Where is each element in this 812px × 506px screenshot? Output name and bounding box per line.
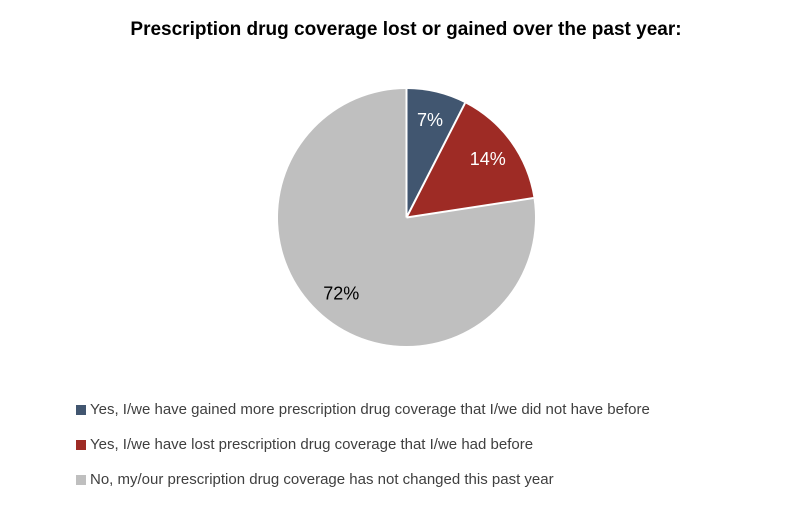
legend-item: No, my/our prescription drug coverage ha… <box>76 469 650 490</box>
slice-label-2: 72% <box>323 284 359 304</box>
pie-slice-0 <box>406 89 466 218</box>
legend-item: Yes, I/we have lost prescription drug co… <box>76 434 650 455</box>
legend-label: Yes, I/we have lost prescription drug co… <box>90 436 534 453</box>
legend-label: No, my/our prescription drug coverage ha… <box>90 471 554 488</box>
pie-slice-1 <box>406 103 534 218</box>
slice-label-0: 7% <box>417 110 443 130</box>
legend-label: Yes, I/we have gained more prescription … <box>90 401 650 418</box>
legend-marker-2 <box>76 474 86 485</box>
chart-title: Prescription drug coverage lost or gaine… <box>130 19 682 40</box>
legend-marker-0 <box>76 404 86 415</box>
slice-separator <box>406 197 534 219</box>
legend: Yes, I/we have gained more prescription … <box>76 399 650 490</box>
slice-label-1: 14% <box>470 149 506 169</box>
legend-marker-1 <box>76 439 86 450</box>
slice-separator <box>405 102 466 218</box>
legend-item: Yes, I/we have gained more prescription … <box>76 399 650 420</box>
